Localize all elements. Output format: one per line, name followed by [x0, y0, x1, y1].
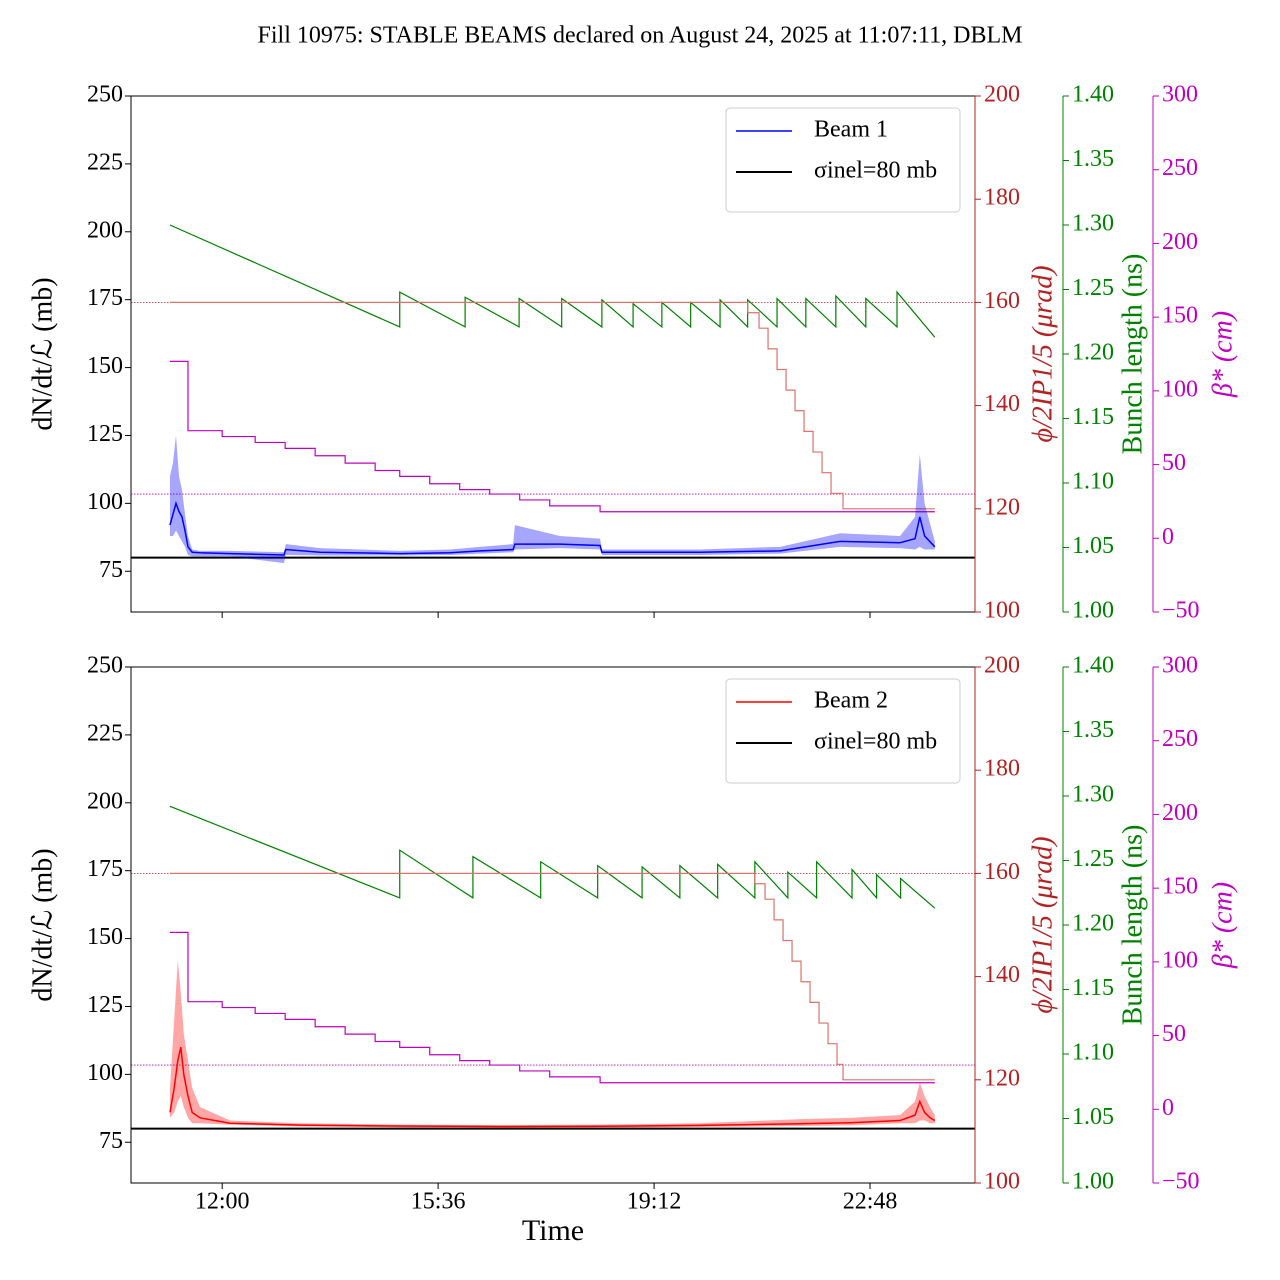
y-tick-label: 1.30 — [1072, 782, 1114, 808]
y-tick-label: 1.10 — [1072, 469, 1114, 495]
y-tick-label: 125 — [87, 992, 123, 1018]
y-tick-label: 120 — [984, 1065, 1020, 1091]
legend-label: Beam 1 — [814, 117, 888, 143]
y-tick-label: 100 — [1162, 376, 1198, 402]
y-tick-label: 225 — [87, 720, 123, 746]
y-tick-label: 300 — [1162, 653, 1198, 679]
y-tick-label: 1.25 — [1072, 275, 1114, 301]
error-band — [169, 435, 935, 564]
y-tick-label: −50 — [1162, 1169, 1200, 1195]
y-tick-label: 1.40 — [1072, 82, 1114, 108]
y-tick-label: 200 — [1162, 800, 1198, 826]
y-tick-label: 1.20 — [1072, 340, 1114, 366]
series-line — [169, 224, 936, 338]
y-axis-label: ϕ/2IP1/5 (μrad) — [1027, 836, 1058, 1013]
y-tick-label: 250 — [87, 82, 123, 108]
y-tick-label: 150 — [1162, 303, 1198, 329]
y-tick-label: 1.25 — [1072, 846, 1114, 872]
series-line — [169, 872, 935, 1081]
y-tick-label: 1.30 — [1072, 211, 1114, 237]
y-tick-label: 1.35 — [1072, 146, 1114, 172]
y-axis-label: ϕ/2IP1/5 (μrad) — [1027, 265, 1058, 442]
y-axis-label: Bunch length (ns) — [1117, 254, 1148, 455]
y-tick-label: 1.10 — [1072, 1040, 1114, 1066]
y-tick-label: 100 — [984, 598, 1020, 624]
y-tick-label: 0 — [1162, 1095, 1174, 1121]
y-tick-label: 100 — [984, 1169, 1020, 1195]
series-line — [169, 301, 935, 510]
y-tick-label: 200 — [87, 217, 123, 243]
y-tick-label: 140 — [984, 391, 1020, 417]
y-axis-label: dN/dt/ℒ (mb) — [27, 277, 58, 430]
y-tick-label: 125 — [87, 421, 123, 447]
y-tick-label: 140 — [984, 962, 1020, 988]
y-tick-label: 75 — [99, 557, 123, 583]
y-tick-label: 250 — [1162, 726, 1198, 752]
series-line — [169, 805, 936, 909]
x-tick-label: 19:12 — [627, 1189, 682, 1215]
y-tick-label: 1.20 — [1072, 911, 1114, 937]
y-tick-label: 50 — [1162, 1021, 1186, 1047]
legend-label: σinel=80 mb — [814, 158, 937, 184]
series-line — [169, 360, 935, 513]
x-axis-label: Time — [522, 1214, 584, 1247]
y-tick-label: 1.05 — [1072, 1104, 1114, 1130]
y-tick-label: 300 — [1162, 82, 1198, 108]
x-tick-label: 22:48 — [843, 1189, 898, 1215]
y-tick-label: 50 — [1162, 450, 1186, 476]
y-tick-label: 1.35 — [1072, 717, 1114, 743]
y-tick-label: 100 — [87, 1060, 123, 1086]
y-axis-label: Bunch length (ns) — [1117, 825, 1148, 1026]
y-tick-label: 180 — [984, 756, 1020, 782]
y-tick-label: 0 — [1162, 524, 1174, 550]
legend-box — [725, 678, 961, 784]
y-tick-label: 1.15 — [1072, 975, 1114, 1001]
series-line — [169, 931, 935, 1084]
y-tick-label: 250 — [1162, 155, 1198, 181]
y-tick-label: 225 — [87, 149, 123, 175]
legend-label: σinel=80 mb — [814, 729, 937, 755]
y-tick-label: 120 — [984, 494, 1020, 520]
y-tick-label: 200 — [1162, 229, 1198, 255]
y-tick-label: 200 — [984, 82, 1020, 108]
series-line — [169, 1047, 936, 1128]
figure-title: Fill 10975: STABLE BEAMS declared on Aug… — [258, 23, 1023, 49]
y-tick-label: 100 — [87, 489, 123, 515]
y-axis-label: dN/dt/ℒ (mb) — [27, 848, 58, 1001]
y-tick-label: 1.05 — [1072, 533, 1114, 559]
y-axis-label: β* (cm) — [1207, 311, 1238, 398]
x-tick-label: 12:00 — [195, 1189, 250, 1215]
y-tick-label: 150 — [87, 924, 123, 950]
y-tick-label: 150 — [1162, 874, 1198, 900]
y-tick-label: 180 — [984, 185, 1020, 211]
series-line — [169, 500, 936, 556]
y-tick-label: 75 — [99, 1128, 123, 1154]
y-tick-label: 160 — [984, 859, 1020, 885]
y-axis-label: β* (cm) — [1207, 882, 1238, 969]
y-tick-label: 175 — [87, 285, 123, 311]
y-tick-label: 150 — [87, 353, 123, 379]
y-tick-label: 200 — [984, 653, 1020, 679]
y-tick-label: 160 — [984, 288, 1020, 314]
y-tick-label: 1.15 — [1072, 404, 1114, 430]
y-tick-label: 1.00 — [1072, 598, 1114, 624]
legend-label: Beam 2 — [814, 688, 888, 714]
y-tick-label: 1.00 — [1072, 1169, 1114, 1195]
y-tick-label: 100 — [1162, 947, 1198, 973]
legend-box — [725, 107, 961, 213]
y-tick-label: 250 — [87, 653, 123, 679]
y-tick-label: 1.40 — [1072, 653, 1114, 679]
y-tick-label: 175 — [87, 856, 123, 882]
y-tick-label: −50 — [1162, 598, 1200, 624]
y-tick-label: 200 — [87, 788, 123, 814]
x-tick-label: 15:36 — [411, 1189, 466, 1215]
